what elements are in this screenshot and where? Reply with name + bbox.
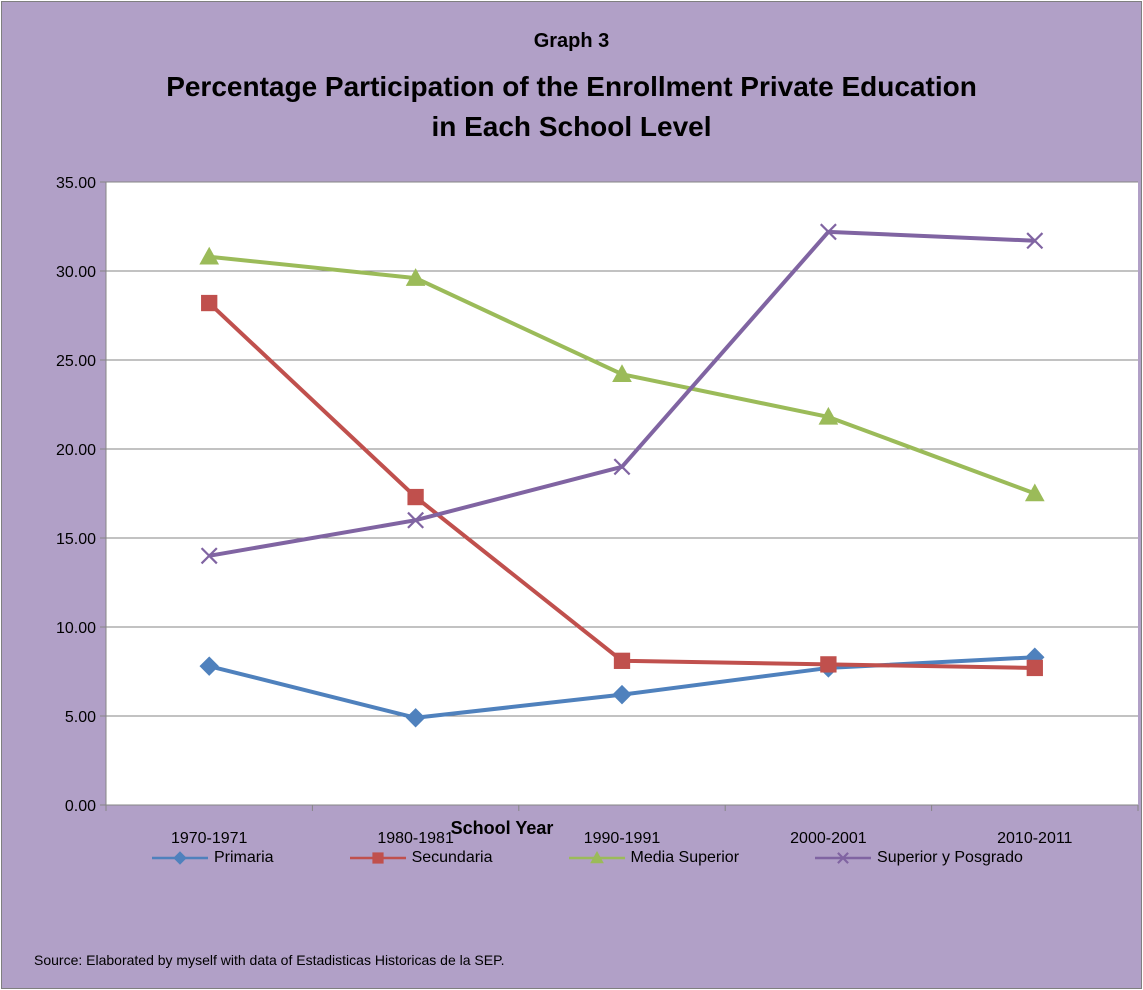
data-point-secundaria [613,652,631,669]
legend-marker [837,852,849,864]
x-tick-label: 1990-1991 [584,830,661,847]
x-marker-stroke [837,852,849,864]
data-point-media-superior [612,364,632,382]
legend-swatch [568,850,625,864]
legend-swatch [815,852,872,864]
legend-label: Superior y Posgrado [877,849,1023,866]
chart-title-prefix: Graph 3 [533,30,610,52]
data-point-secundaria [820,656,837,673]
chart-title: Percentage Participation of the Enrollme… [166,71,977,102]
data-point-primaria [612,684,632,705]
x-tick-label: 2010-2011 [997,830,1072,847]
y-tick-label: 25.00 [56,353,96,370]
x-marker-stroke [613,458,631,476]
legend-swatch [349,852,406,864]
legend-label: Media Superior [630,849,740,866]
legend-swatch [152,851,208,865]
data-point-secundaria [201,294,218,312]
data-point-primaria [405,708,426,728]
legend-label: Secundaria [411,849,493,866]
y-tick-label: 35.00 [56,175,96,192]
y-tick-label: 15.00 [56,531,96,548]
plot-area [106,182,1138,805]
x-tick-label: 1970-1971 [171,830,248,847]
data-point-superior-y-posgrado [613,458,631,476]
source-note: Source: Elaborated by myself with data o… [34,952,505,968]
legend-marker [173,851,187,865]
data-point-media-superior [818,406,839,425]
y-tick-label: 0.00 [65,798,96,815]
x-marker-stroke [819,223,837,241]
x-tick-label: 1980-1981 [377,830,454,847]
legend-item-superior-y-posgrado: Superior y Posgrado [813,848,1023,868]
x-marker-stroke [407,511,425,529]
y-tick-label: 20.00 [56,442,96,459]
legend-marker [371,852,384,864]
data-point-superior-y-posgrado [819,223,837,241]
data-point-superior-y-posgrado [407,511,425,529]
x-marker-stroke [200,547,218,565]
y-tick-label: 10.00 [56,620,96,637]
y-tick-label: 5.00 [65,709,96,726]
legend-item-primaria: Primaria [150,848,274,868]
chart-title-line2: in Each School Level [431,111,712,142]
data-point-secundaria [407,488,424,506]
data-point-media-superior [1024,483,1045,502]
legend-marker [589,850,604,864]
data-point-media-superior [405,268,426,286]
data-point-superior-y-posgrado [200,547,218,565]
legend-item-secundaria: Secundaria [348,848,493,868]
x-tick-label: 2000-2001 [790,830,867,847]
y-tick-label: 30.00 [56,264,96,281]
data-point-secundaria [1026,659,1043,677]
legend-label: Primaria [214,849,274,866]
data-point-media-superior [199,246,220,265]
data-point-primaria [199,656,219,676]
data-point-superior-y-posgrado [1026,232,1044,250]
legend-item-media-superior: Media Superior [567,848,740,868]
legend: Primaria Secundaria Media Superior Superior… [150,846,1097,870]
x-axis-title: School Year [450,818,554,838]
x-marker-stroke [1026,232,1044,250]
